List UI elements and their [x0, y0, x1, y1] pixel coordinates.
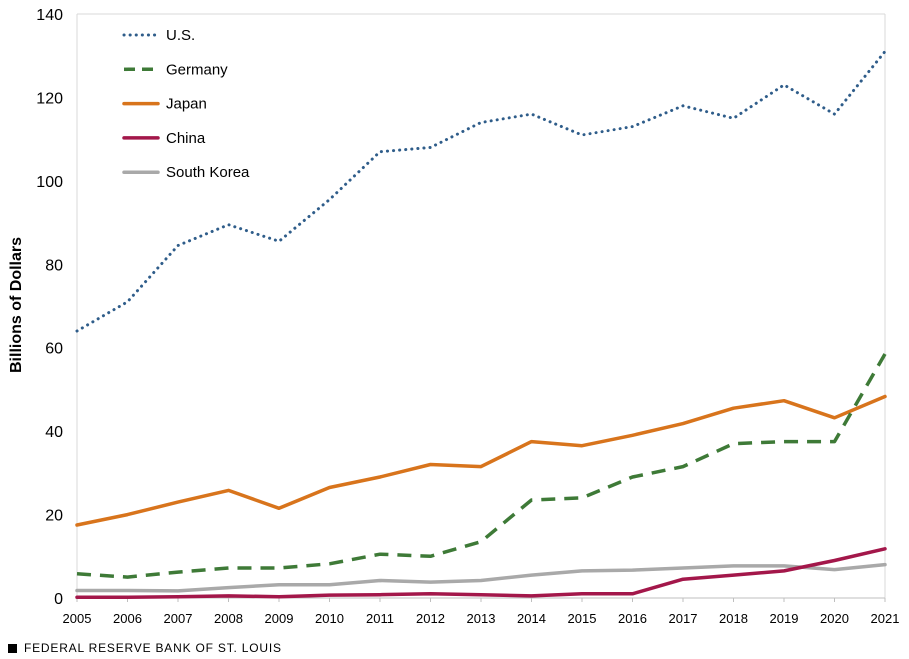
- legend-label: Japan: [166, 96, 207, 113]
- x-tick-label: 2011: [366, 611, 394, 626]
- x-tick-label: 2020: [820, 611, 849, 626]
- legend-label: South Korea: [166, 164, 250, 181]
- series-line-china: [75, 547, 887, 599]
- x-tick-label: 2013: [467, 611, 496, 626]
- x-tick-label: 2012: [416, 611, 445, 626]
- axes: 0 20 40 60 80 100 120 140 2005 2006 2007 2008 2009 20…: [36, 7, 899, 626]
- x-tick-label: 2010: [315, 611, 344, 626]
- y-tick-label: 60: [45, 341, 63, 358]
- legend-label: China: [166, 130, 206, 147]
- legend-label: U.S.: [166, 27, 195, 44]
- y-tick-label: 140: [36, 7, 63, 24]
- x-tick-label: 2019: [770, 611, 799, 626]
- x-tick-label: 2016: [618, 611, 647, 626]
- x-tick-label: 2021: [871, 611, 900, 626]
- footer-source: FEDERAL RESERVE BANK OF ST. LOUIS: [24, 641, 282, 655]
- x-tick-label: 2008: [214, 611, 243, 626]
- x-tick-label: 2015: [568, 611, 597, 626]
- footer: FEDERAL RESERVE BANK OF ST. LOUIS: [8, 641, 282, 655]
- y-axis-label: Billions of Dollars: [8, 237, 25, 373]
- y-tick-label: 120: [36, 90, 63, 107]
- x-tick-label: 2006: [113, 611, 142, 626]
- y-tick-label: 40: [45, 424, 63, 441]
- x-tick-label: 2007: [164, 611, 193, 626]
- x-tick-label: 2018: [719, 611, 748, 626]
- series-line-japan: [75, 394, 887, 527]
- y-tick-label: 100: [36, 174, 63, 191]
- series-line-germany: [76, 353, 887, 579]
- y-tick-label: 20: [45, 508, 63, 525]
- y-tick-label: 80: [45, 257, 63, 274]
- legend-label: Germany: [166, 61, 228, 78]
- x-tick-label: 2014: [517, 611, 546, 626]
- footer-square-icon: [8, 643, 17, 653]
- series-line-south-korea: [75, 562, 887, 593]
- x-tick-label: 2009: [265, 611, 294, 626]
- y-tick-label: 0: [54, 591, 63, 608]
- series-group: [75, 50, 887, 599]
- legend: U.S. Germany Japan China South Korea: [122, 27, 250, 181]
- series-line-u-s: [75, 50, 887, 333]
- x-tick-label: 2005: [63, 611, 92, 626]
- x-tick-label: 2017: [669, 611, 698, 626]
